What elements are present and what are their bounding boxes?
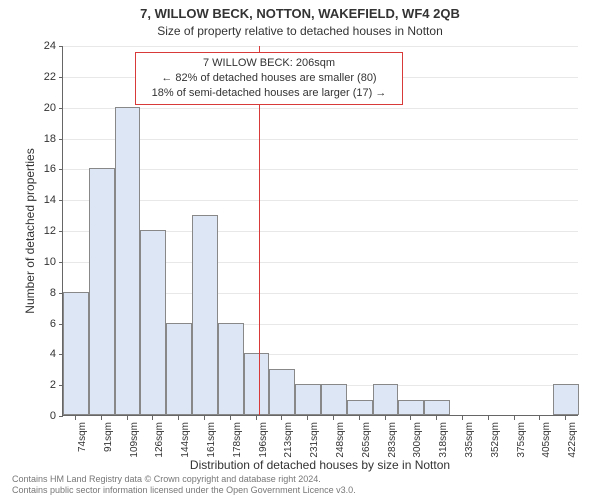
x-tick-mark <box>359 416 360 420</box>
footer-line-1: Contains HM Land Registry data © Crown c… <box>12 474 356 485</box>
y-tick-label: 0 <box>32 410 56 422</box>
x-tick-mark <box>436 416 437 420</box>
histogram-bar <box>115 107 141 415</box>
histogram-plot: 7 WILLOW BECK: 206sqm← 82% of detached h… <box>62 46 578 416</box>
x-tick-mark <box>333 416 334 420</box>
x-tick-mark <box>75 416 76 420</box>
histogram-bar <box>424 400 450 415</box>
histogram-bar <box>244 353 270 415</box>
y-tick-mark <box>59 77 63 78</box>
page-title: 7, WILLOW BECK, NOTTON, WAKEFIELD, WF4 2… <box>0 6 600 21</box>
x-tick-mark <box>385 416 386 420</box>
histogram-bar <box>218 323 244 416</box>
histogram-bar <box>321 384 347 415</box>
y-tick-mark <box>59 108 63 109</box>
annotation-line: ← 82% of detached houses are smaller (80… <box>142 71 396 86</box>
x-tick-mark <box>410 416 411 420</box>
histogram-bar <box>347 400 373 415</box>
y-tick-label: 20 <box>32 102 56 114</box>
histogram-bar <box>373 384 399 415</box>
x-tick-mark <box>204 416 205 420</box>
x-tick-mark <box>565 416 566 420</box>
y-tick-mark <box>59 262 63 263</box>
y-tick-mark <box>59 169 63 170</box>
annotation-line: 7 WILLOW BECK: 206sqm <box>142 56 396 71</box>
annotation-line: 18% of semi-detached houses are larger (… <box>142 86 396 101</box>
y-tick-label: 2 <box>32 379 56 391</box>
x-tick-mark <box>307 416 308 420</box>
histogram-bar <box>192 215 218 415</box>
x-tick-mark <box>178 416 179 420</box>
histogram-bar <box>140 230 166 415</box>
y-tick-label: 22 <box>32 71 56 83</box>
x-tick-mark <box>127 416 128 420</box>
histogram-bar <box>166 323 192 416</box>
x-tick-mark <box>101 416 102 420</box>
histogram-bar <box>89 168 115 415</box>
histogram-bar <box>553 384 579 415</box>
y-tick-label: 24 <box>32 40 56 52</box>
y-tick-mark <box>59 139 63 140</box>
y-tick-mark <box>59 231 63 232</box>
histogram-bar <box>295 384 321 415</box>
x-tick-mark <box>462 416 463 420</box>
x-tick-mark <box>256 416 257 420</box>
y-axis-label: Number of detached properties <box>23 131 37 331</box>
x-tick-mark <box>281 416 282 420</box>
page-subtitle: Size of property relative to detached ho… <box>0 24 600 38</box>
y-tick-mark <box>59 200 63 201</box>
x-tick-mark <box>514 416 515 420</box>
y-tick-mark <box>59 46 63 47</box>
y-tick-mark <box>59 416 63 417</box>
annotation-box: 7 WILLOW BECK: 206sqm← 82% of detached h… <box>135 52 403 105</box>
chart-container: 7, WILLOW BECK, NOTTON, WAKEFIELD, WF4 2… <box>0 0 600 500</box>
x-tick-mark <box>230 416 231 420</box>
x-tick-mark <box>488 416 489 420</box>
x-tick-mark <box>152 416 153 420</box>
histogram-bar <box>398 400 424 415</box>
histogram-bar <box>269 369 295 415</box>
x-axis-label: Distribution of detached houses by size … <box>62 458 578 472</box>
x-tick-mark <box>539 416 540 420</box>
license-footer: Contains HM Land Registry data © Crown c… <box>12 474 356 497</box>
gridline <box>63 46 578 47</box>
y-tick-label: 4 <box>32 348 56 360</box>
histogram-bar <box>63 292 89 415</box>
footer-line-2: Contains public sector information licen… <box>12 485 356 496</box>
